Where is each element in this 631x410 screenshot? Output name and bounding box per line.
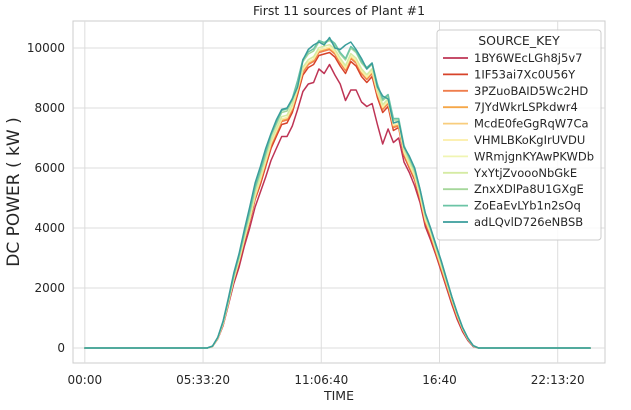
- x-tick-label: 16:40: [422, 373, 457, 387]
- legend-items: 1BY6WEcLGh8j5v7 1IF53ai7Xc0U56Y 3PZuoBAID5…: [443, 51, 594, 229]
- legend-label: ZoEaEvLYb1n2sOq: [474, 199, 581, 213]
- y-axis-title: DC POWER ( kW ): [4, 117, 24, 267]
- x-tick-label: 00:00: [68, 373, 103, 387]
- legend-label: 1BY6WEcLGh8j5v7: [474, 51, 582, 65]
- series-line-10: [84, 36, 591, 349]
- legend-label: ZnxXDlPa8U1GXgE: [474, 182, 584, 196]
- chart-title: First 11 sources of Plant #1: [253, 3, 425, 18]
- y-tick-label: 8000: [34, 101, 65, 115]
- y-tick-label: 6000: [34, 161, 65, 175]
- y-tick-label: 4000: [34, 221, 65, 235]
- legend-title: SOURCE_KEY: [478, 33, 560, 48]
- legend: SOURCE_KEY 1BY6WEcLGh8j5v7 1IF53ai7Xc0U56…: [436, 29, 602, 241]
- legend-label: McdE0feGgRqW7Ca: [474, 117, 589, 131]
- y-tick-label: 2000: [34, 281, 65, 295]
- legend-label: adLQvlD726eNBSB: [474, 215, 583, 229]
- legend-label: 3PZuoBAID5Wc2HD: [474, 84, 588, 98]
- y-tick-label: 10000: [27, 41, 65, 55]
- legend-label: YxYtjZvoooNbGkE: [473, 166, 577, 180]
- x-tick-label: 22:13:20: [531, 373, 585, 387]
- legend-label: 1IF53ai7Xc0U56Y: [474, 67, 576, 81]
- legend-label: WRmjgnKYAwPKWDb: [474, 149, 594, 163]
- x-tick-label: 11:06:40: [294, 373, 348, 387]
- y-tick-label: 0: [57, 341, 65, 355]
- legend-box: [436, 29, 602, 241]
- legend-label: VHMLBKoKgIrUVDU: [474, 133, 585, 147]
- series-layer: [84, 36, 591, 349]
- x-tick-label: 05:33:20: [176, 373, 230, 387]
- legend-label: 7JYdWkrLSPkdwr4: [474, 100, 578, 114]
- x-axis-title: TIME: [323, 388, 354, 403]
- tick-layer: 00:00 05:33:20 11:06:40 16:40 22:13:20 0 2000 4…: [27, 41, 585, 387]
